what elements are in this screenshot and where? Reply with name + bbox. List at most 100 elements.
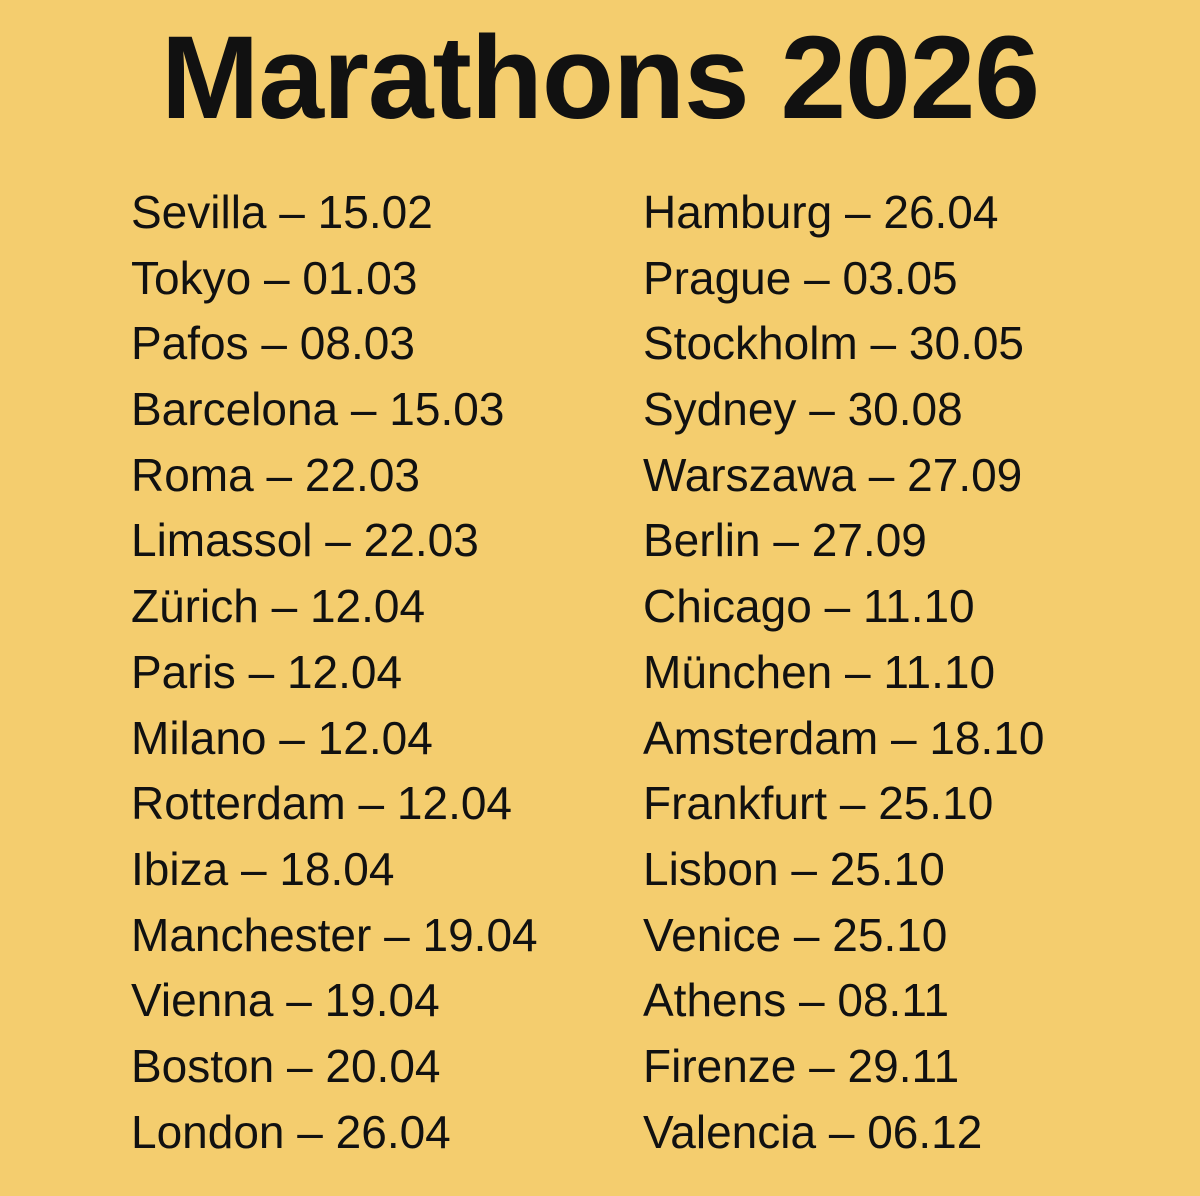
marathon-city: Sydney	[643, 383, 797, 436]
separator-dash: –	[839, 777, 866, 830]
marathon-entry: Pafos – 08.03	[131, 311, 611, 377]
marathon-city: Frankfurt	[643, 777, 828, 830]
marathon-entry: Stockholm – 30.05	[643, 311, 1143, 377]
marathon-entry: München – 11.10	[643, 640, 1143, 706]
marathon-entry: Roma – 22.03	[131, 443, 611, 509]
separator-dash: –	[287, 1039, 313, 1092]
separator-dash: –	[279, 711, 305, 764]
separator-dash: –	[350, 383, 377, 436]
separator-dash: –	[325, 514, 351, 567]
separator-dash: –	[791, 842, 817, 895]
marathon-city: Roma	[131, 448, 254, 501]
marathon-entry: Firenze – 29.11	[643, 1034, 1143, 1100]
marathon-city: Valencia	[643, 1105, 817, 1158]
marathon-city: Hamburg	[643, 186, 833, 238]
marathon-entry: Vienna – 19.04	[131, 968, 611, 1034]
marathon-date: 08.11	[837, 974, 950, 1027]
marathon-date: 30.08	[847, 383, 963, 436]
separator-dash: –	[773, 514, 799, 567]
marathon-entry: Boston – 20.04	[131, 1034, 611, 1100]
marathon-city: Paris	[131, 645, 236, 698]
marathon-date: 12.04	[309, 580, 426, 633]
marathon-city: Amsterdam	[643, 711, 879, 764]
marathon-list-left: Sevilla – 15.02 Tokyo – 01.03 Pafos – 08.0…	[131, 180, 611, 1165]
marathon-entry: Rotterdam – 12.04	[131, 771, 611, 837]
marathon-date: 22.03	[304, 448, 420, 501]
marathon-date: 30.05	[908, 317, 1025, 370]
marathon-entry: Paris – 12.04	[131, 640, 611, 706]
marathon-city: Tokyo	[131, 251, 252, 304]
marathon-entry: Amsterdam – 18.10	[643, 706, 1143, 772]
marathon-city: Berlin	[643, 514, 761, 567]
marathon-city: Warszawa	[643, 448, 856, 501]
marathon-date: 11.10	[883, 645, 996, 698]
separator-dash: –	[845, 645, 871, 698]
separator-dash: –	[828, 1105, 855, 1158]
separator-dash: –	[266, 448, 293, 501]
separator-dash: –	[809, 383, 835, 436]
marathon-city: Vienna	[131, 974, 274, 1027]
marathon-list-right: Hamburg – 26.04 Prague – 03.05 Stockholm –…	[643, 180, 1143, 1165]
separator-dash: –	[793, 908, 820, 961]
marathon-date: 11.10	[862, 580, 975, 633]
marathon-city: Rotterdam	[131, 777, 346, 830]
marathon-entry: Sydney – 30.08	[643, 377, 1143, 443]
marathon-entry: Valencia – 06.12	[643, 1100, 1143, 1166]
marathon-date: 19.04	[324, 974, 440, 1027]
separator-dash: –	[870, 317, 897, 370]
marathon-date: 06.12	[867, 1105, 983, 1158]
marathon-date: 03.05	[842, 251, 958, 304]
marathon-date: 12.04	[286, 645, 403, 698]
marathon-city: Zürich	[131, 580, 259, 633]
separator-dash: –	[868, 448, 895, 501]
marathon-entry: Limassol – 22.03	[131, 508, 611, 574]
marathon-entry: Berlin – 27.09	[643, 508, 1143, 574]
marathon-entry: Barcelona – 15.03	[131, 377, 611, 443]
marathon-date: 29.11	[847, 1039, 960, 1092]
marathon-entry: Zürich – 12.04	[131, 574, 611, 640]
marathon-entry: Sevilla – 15.02	[131, 180, 611, 246]
marathon-city: Firenze	[643, 1039, 797, 1092]
marathon-entry: Milano – 12.04	[131, 706, 611, 772]
separator-dash: –	[384, 908, 410, 961]
marathon-city: München	[643, 645, 833, 698]
marathon-date: 25.10	[878, 777, 994, 830]
marathon-date: 01.03	[302, 251, 418, 304]
marathon-city: Ibiza	[131, 842, 229, 895]
separator-dash: –	[248, 645, 275, 698]
marathon-date: 26.04	[335, 1105, 451, 1158]
marathon-city: Sevilla	[131, 186, 267, 238]
marathon-date: 27.09	[811, 514, 927, 567]
separator-dash: –	[286, 974, 312, 1027]
marathon-date: 25.10	[832, 908, 948, 961]
marathon-city: Venice	[643, 908, 782, 961]
marathon-city: Limassol	[131, 514, 313, 567]
marathon-city: London	[131, 1105, 285, 1158]
marathon-date: 12.04	[396, 777, 513, 830]
marathon-date: 20.04	[325, 1039, 441, 1092]
separator-dash: –	[809, 1039, 835, 1092]
marathon-date: 12.04	[317, 711, 433, 764]
marathon-entry: Tokyo – 01.03	[131, 246, 611, 312]
marathon-entry: Lisbon – 25.10	[643, 837, 1143, 903]
marathon-entry: Warszawa – 27.09	[643, 443, 1143, 509]
separator-dash: –	[844, 186, 871, 238]
marathon-city: Barcelona	[131, 383, 339, 436]
separator-dash: –	[799, 974, 825, 1027]
marathon-city: Manchester	[131, 908, 372, 961]
separator-dash: –	[890, 711, 917, 764]
separator-dash: –	[824, 580, 851, 633]
marathon-date: 15.03	[389, 383, 505, 436]
separator-dash: –	[279, 186, 305, 238]
separator-dash: –	[358, 777, 385, 830]
separator-dash: –	[804, 251, 830, 304]
marathon-entry: Chicago – 11.10	[643, 574, 1143, 640]
marathon-date: 18.04	[279, 842, 395, 895]
marathon-city: Stockholm	[643, 317, 858, 370]
marathon-city: Pafos	[131, 317, 249, 370]
marathon-date: 08.03	[299, 317, 415, 370]
marathon-entry: Hamburg – 26.04	[643, 180, 1143, 246]
marathon-city: Boston	[131, 1039, 275, 1092]
marathon-date: 27.09	[907, 448, 1023, 501]
marathon-entry: Prague – 03.05	[643, 246, 1143, 312]
